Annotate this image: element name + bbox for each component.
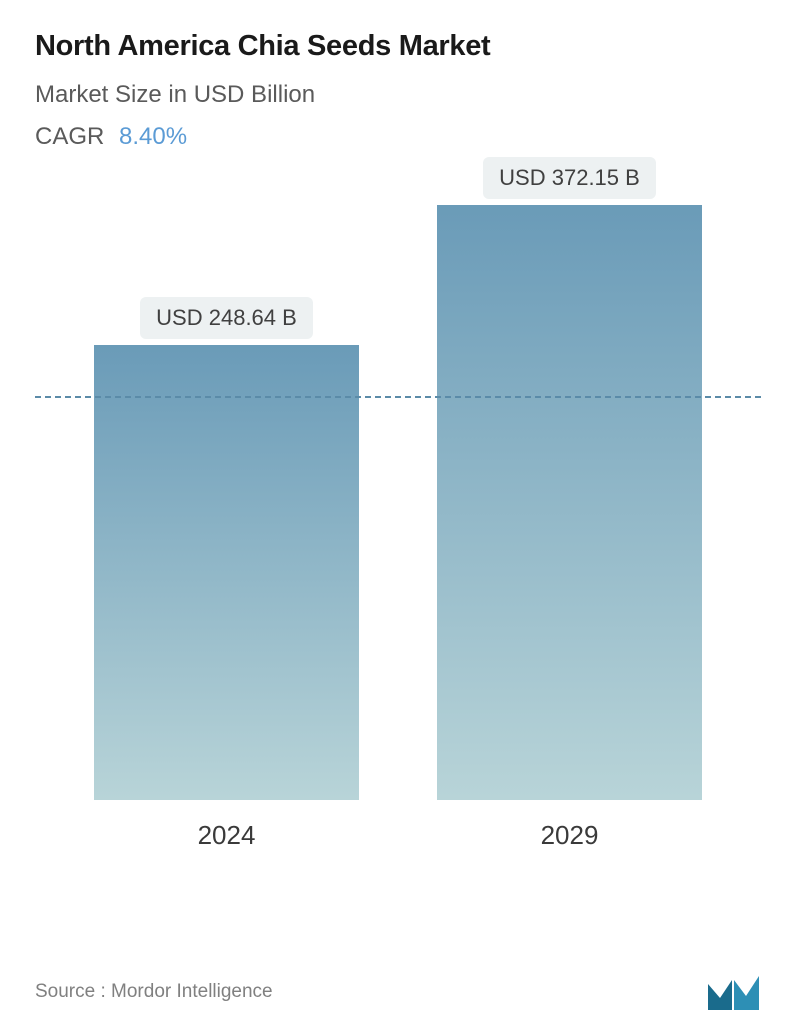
chart-title: North America Chia Seeds Market: [35, 30, 761, 63]
bar-group-2024: USD 248.64 B 2024: [92, 297, 362, 851]
bar-2024: [94, 345, 359, 800]
logo-icon: [706, 972, 761, 1012]
value-label-2024: USD 248.64 B: [140, 297, 313, 339]
reference-line: [35, 396, 761, 398]
cagr-label: CAGR: [35, 123, 104, 150]
bar-group-2029: USD 372.15 B 2029: [435, 157, 705, 851]
bars-container: USD 248.64 B 2024 USD 372.15 B 2029: [35, 201, 761, 851]
year-label-2029: 2029: [541, 820, 599, 851]
chart-subtitle: Market Size in USD Billion: [35, 81, 761, 109]
cagr-row: CAGR 8.40%: [35, 123, 761, 151]
source-text: Source : Mordor Intelligence: [35, 981, 273, 1003]
chart-area: USD 248.64 B 2024 USD 372.15 B 2029: [35, 201, 761, 921]
value-label-2029: USD 372.15 B: [483, 157, 656, 199]
footer: Source : Mordor Intelligence: [35, 972, 761, 1012]
bar-2029: [437, 205, 702, 800]
cagr-value: 8.40%: [119, 123, 187, 150]
year-label-2024: 2024: [198, 820, 256, 851]
